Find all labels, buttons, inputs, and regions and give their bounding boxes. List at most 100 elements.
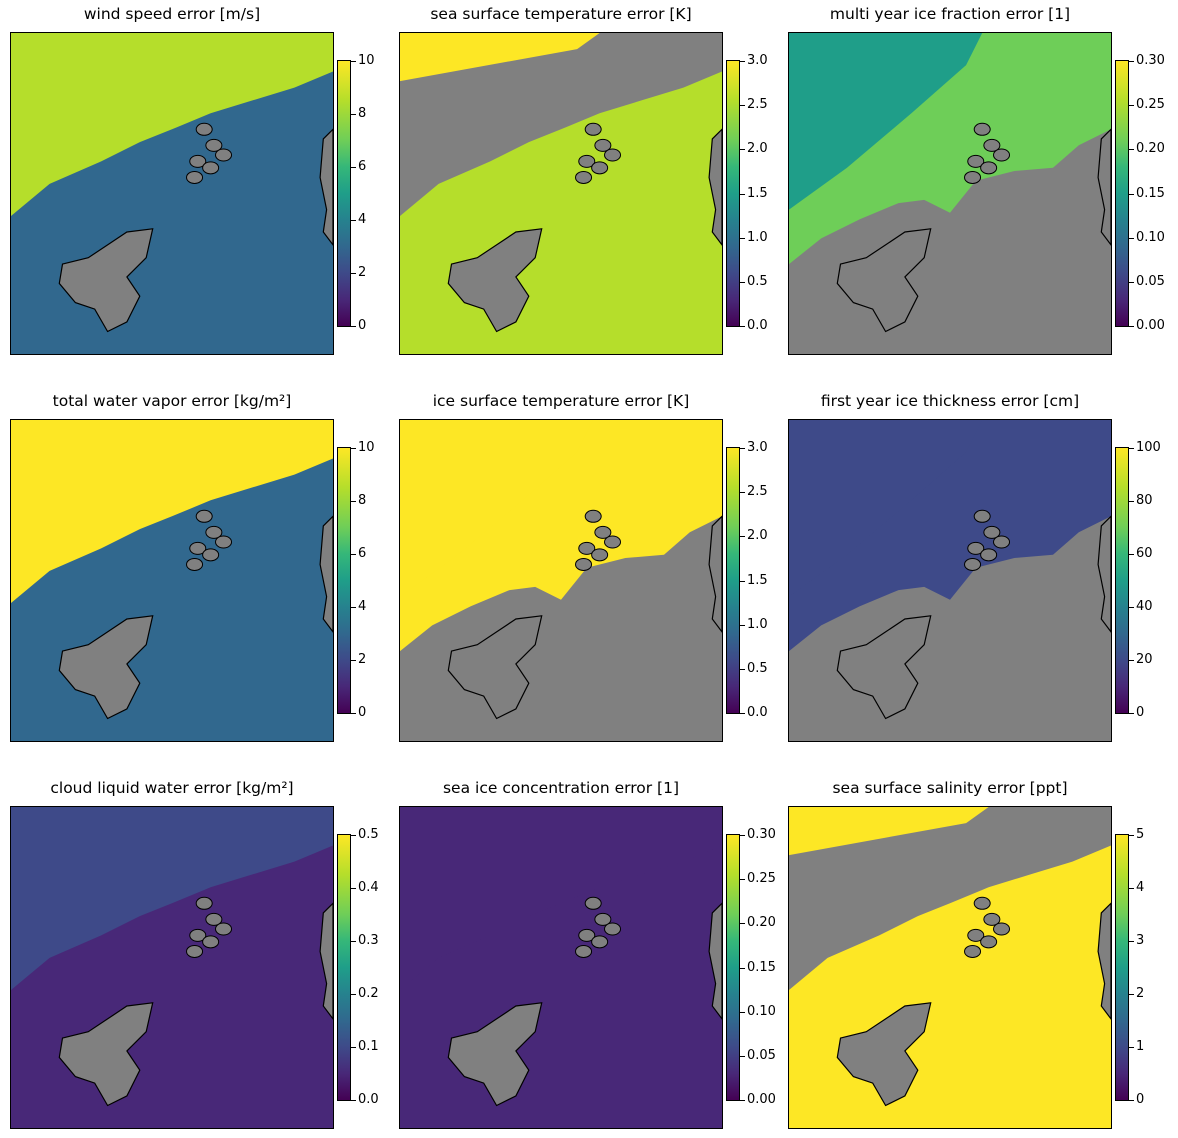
land-island [973, 509, 991, 523]
colorbar-tick [1129, 888, 1134, 889]
ice-region [789, 807, 1111, 990]
colorbar-tick [1129, 194, 1134, 195]
map-field [400, 420, 722, 741]
colorbar-tick-label: 2.0 [747, 528, 768, 543]
land-island [215, 922, 233, 936]
colorbar-tick-label: 0.20 [1136, 141, 1165, 156]
colorbar-tick-label: 0.05 [747, 1048, 776, 1063]
colorbar-tick-label: 4 [358, 599, 367, 614]
land-coast [708, 515, 722, 633]
land-island [967, 928, 985, 942]
colorbar-tick [1129, 448, 1134, 449]
map-panel [788, 806, 1112, 1129]
colorbar [1115, 447, 1129, 714]
land-island [575, 557, 593, 571]
colorbar-tick-label: 0.5 [358, 827, 379, 842]
colorbar-tick-label: 0.10 [747, 1004, 776, 1019]
panel-title: total water vapor error [kg/m²] [52, 392, 292, 410]
colorbar-tick-label: 2 [1136, 986, 1145, 1001]
ice-region [11, 420, 333, 603]
colorbar-tick [1129, 105, 1134, 106]
colorbar-tick-label: 2 [358, 265, 367, 280]
land-coast [1097, 128, 1111, 246]
colorbar-tick [740, 492, 745, 493]
colorbar-tick [740, 149, 745, 150]
colorbar-tick-label: 2 [358, 652, 367, 667]
land-island [202, 161, 220, 175]
colorbar-tick [351, 326, 356, 327]
land-island [604, 922, 622, 936]
land-island [591, 935, 609, 949]
colorbar-tick-label: 3.0 [747, 53, 768, 68]
land-island [578, 928, 596, 942]
colorbar-tick-label: 0.1 [358, 1039, 379, 1054]
colorbar-tick [1129, 282, 1134, 283]
land-svalbard [58, 228, 154, 333]
land-island [202, 935, 220, 949]
colorbar-tick-label: 0.15 [747, 960, 776, 975]
map-field [789, 807, 1111, 1128]
colorbar-tick-label: 80 [1136, 493, 1153, 508]
colorbar-tick-label: 2.5 [747, 484, 768, 499]
colorbar-tick [740, 879, 745, 880]
land-island [594, 525, 612, 539]
colorbar-tick-label: 0.2 [358, 986, 379, 1001]
land-island [591, 161, 609, 175]
colorbar-tick [351, 273, 356, 274]
colorbar-tick [740, 625, 745, 626]
land-island [993, 922, 1011, 936]
colorbar-tick-label: 0.20 [747, 915, 776, 930]
land-island [604, 535, 622, 549]
colorbar [337, 447, 351, 714]
map-panel [10, 419, 334, 742]
colorbar-tick [740, 968, 745, 969]
land-svalbard [836, 228, 932, 333]
colorbar-tick [351, 220, 356, 221]
colorbar-tick [1129, 835, 1134, 836]
land-island [195, 509, 213, 523]
gradient-band [400, 33, 600, 82]
colorbar-tick-label: 0.5 [747, 274, 768, 289]
map-field [11, 420, 333, 741]
colorbar-tick [351, 167, 356, 168]
colorbar [726, 447, 740, 714]
colorbar-tick-label: 60 [1136, 546, 1153, 561]
land-svalbard [836, 1002, 932, 1107]
land-svalbard [447, 228, 543, 333]
colorbar-tick-label: 100 [1136, 440, 1161, 455]
colorbar-tick [1129, 941, 1134, 942]
colorbar-tick [351, 501, 356, 502]
colorbar [726, 60, 740, 327]
colorbar-tick-label: 0.3 [358, 933, 379, 948]
colorbar-tick [740, 1012, 745, 1013]
panel-title: wind speed error [m/s] [83, 5, 261, 23]
land-island [189, 541, 207, 555]
land-coast [319, 515, 333, 633]
colorbar-tick [1129, 61, 1134, 62]
colorbar-tick [740, 326, 745, 327]
colorbar-tick [351, 660, 356, 661]
land-island [186, 944, 204, 958]
colorbar-tick-label: 0.30 [747, 827, 776, 842]
land-island [195, 896, 213, 910]
land-island [594, 138, 612, 152]
colorbar-tick [740, 61, 745, 62]
colorbar-tick [351, 835, 356, 836]
ice-region [11, 807, 333, 990]
land-island [584, 509, 602, 523]
colorbar-tick [740, 448, 745, 449]
land-svalbard [447, 615, 543, 720]
land-island [983, 525, 1001, 539]
colorbar-tick-label: 5 [1136, 827, 1145, 842]
colorbar-tick [740, 713, 745, 714]
colorbar-tick [1129, 149, 1134, 150]
colorbar-tick [1129, 1100, 1134, 1101]
gradient-band [400, 420, 594, 597]
map-field [400, 807, 722, 1128]
colorbar-tick [1129, 660, 1134, 661]
colorbar-tick [740, 1100, 745, 1101]
map-panel [399, 806, 723, 1129]
land-island [584, 896, 602, 910]
colorbar-tick-label: 0 [358, 318, 367, 333]
land-island [584, 122, 602, 136]
